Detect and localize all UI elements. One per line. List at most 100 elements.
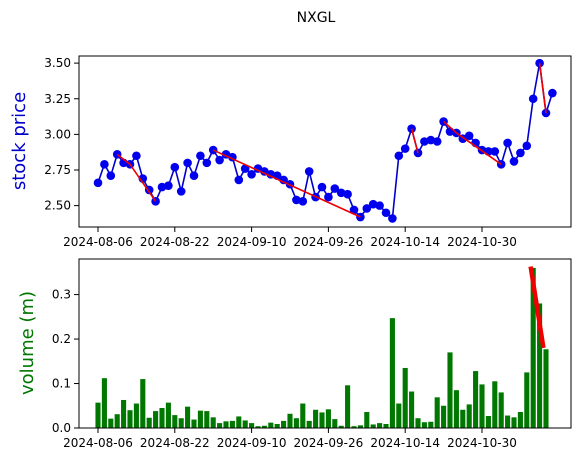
price-panel: 2.50 2.75 3.00 3.25 3.50 2024-08-06 2024-08-2…	[9, 55, 572, 249]
price-y-tick-label: 3.00	[44, 127, 71, 141]
price-point	[356, 212, 365, 222]
price-point	[381, 208, 391, 218]
volume-bar	[485, 415, 491, 428]
price-y-tick-label: 2.50	[44, 199, 71, 213]
price-point	[106, 171, 116, 180]
volume-bar	[428, 421, 434, 428]
volume-bar	[255, 426, 261, 428]
volume-y-tick-label: 0.3	[52, 288, 71, 302]
price-trend-segment	[116, 153, 131, 165]
volume-bar	[396, 403, 402, 428]
volume-bar	[165, 402, 171, 428]
volume-bar	[524, 372, 530, 428]
price-point	[176, 187, 186, 196]
price-plot-frame	[78, 55, 572, 228]
volume-trend-segment	[528, 266, 546, 349]
volume-bar	[530, 267, 536, 428]
price-x-axis: 2024-08-06 2024-08-22 2024-09-10 2024-09-26…	[63, 227, 517, 249]
price-trend-segment	[410, 128, 419, 154]
volume-bar	[345, 385, 351, 428]
price-trend-lines	[116, 63, 547, 218]
volume-bar	[441, 405, 447, 428]
price-point	[516, 148, 525, 158]
volume-bar	[377, 423, 383, 428]
price-point	[548, 88, 557, 98]
price-point	[522, 141, 532, 151]
price-y-tick-label: 3.25	[44, 92, 71, 106]
volume-bar	[383, 423, 389, 428]
volume-bar	[409, 391, 415, 428]
volume-bar	[370, 424, 376, 428]
volume-bar	[281, 420, 287, 428]
price-point	[247, 169, 256, 179]
price-y-axis-label: stock price	[9, 92, 30, 190]
volume-bar	[498, 392, 504, 428]
price-point	[336, 188, 346, 198]
volume-bar	[287, 413, 293, 428]
volume-bar	[210, 417, 216, 428]
price-point	[304, 167, 314, 176]
volume-bar	[159, 407, 165, 428]
volume-bar	[140, 379, 146, 428]
volume-bar	[101, 378, 107, 428]
volume-bar	[492, 381, 498, 428]
volume-bar	[204, 411, 210, 428]
volume-bar	[466, 404, 472, 428]
volume-bar	[178, 418, 184, 428]
volume-y-tick-label: 0.0	[52, 421, 71, 435]
volume-y-axis: 0.0 0.1 0.2 0.3	[52, 288, 79, 435]
volume-x-tick-label: 2024-10-30	[447, 436, 517, 450]
volume-bar	[402, 367, 408, 428]
volume-bar	[197, 410, 203, 428]
volume-bar	[95, 402, 101, 428]
price-point	[432, 137, 442, 146]
volume-plot-frame	[78, 258, 572, 429]
volume-bar	[421, 422, 427, 428]
price-trend-segment	[538, 63, 547, 114]
volume-bar	[306, 420, 312, 428]
volume-panel: 0.0 0.1 0.2 0.3 2024-08-06 2024-08-22 2024-09…	[17, 258, 572, 450]
volume-bar	[121, 399, 127, 428]
price-point	[234, 175, 244, 185]
volume-x-tick-label: 2024-09-26	[294, 436, 364, 450]
price-point	[183, 158, 192, 168]
volume-bar	[185, 406, 191, 428]
price-x-tick-label: 2024-09-10	[217, 235, 287, 249]
volume-bar	[191, 419, 197, 428]
volume-bar	[242, 420, 248, 428]
price-point	[394, 151, 404, 161]
price-point	[349, 205, 359, 215]
price-point	[528, 94, 538, 104]
volume-bar	[364, 411, 370, 428]
price-point	[298, 197, 308, 206]
volume-bar	[229, 420, 235, 428]
price-x-tick-label: 2024-09-26	[294, 235, 364, 249]
price-point	[93, 178, 103, 188]
price-point	[324, 192, 333, 202]
volume-bar	[479, 384, 485, 428]
volume-bar	[217, 423, 223, 428]
price-point	[426, 135, 436, 145]
price-point	[400, 144, 410, 153]
price-y-tick-label: 3.50	[44, 56, 71, 70]
volume-bar	[357, 425, 363, 428]
price-point	[189, 171, 199, 180]
volume-bar	[447, 352, 453, 428]
price-point	[196, 151, 205, 161]
price-point	[132, 151, 141, 161]
volume-bar	[268, 422, 274, 428]
price-y-axis: 2.50 2.75 3.00 3.25 3.50	[44, 56, 79, 213]
volume-bar	[537, 303, 543, 428]
price-point	[157, 182, 167, 192]
price-point	[164, 181, 173, 190]
price-point	[170, 162, 180, 172]
volume-bar	[332, 419, 338, 428]
volume-bar	[460, 409, 466, 428]
price-x-tick-label: 2024-08-06	[63, 235, 133, 249]
volume-y-tick-label: 0.1	[52, 377, 71, 391]
price-point	[362, 204, 372, 213]
price-x-tick-label: 2024-10-14	[370, 235, 440, 249]
volume-bar	[415, 418, 421, 428]
volume-bar	[313, 409, 319, 428]
volume-y-axis-label: volume (m)	[17, 291, 38, 395]
